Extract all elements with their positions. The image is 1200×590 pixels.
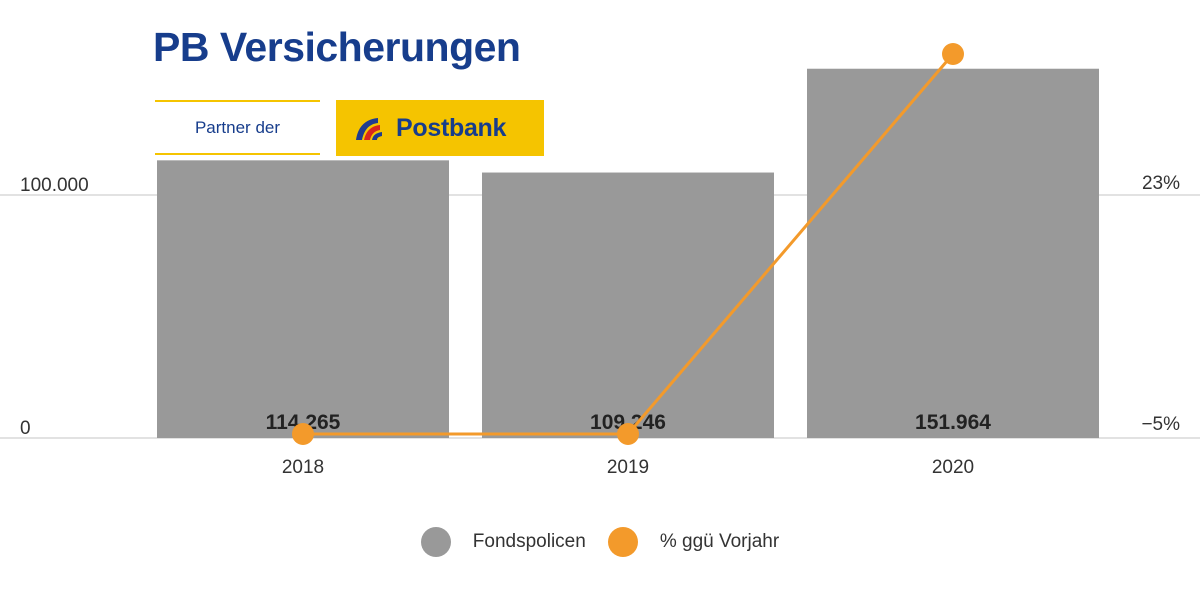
- postbank-label: Postbank: [396, 113, 507, 142]
- bar-value-label: 109.246: [590, 411, 666, 434]
- postbank-badge: Postbank: [336, 100, 544, 156]
- y-right-tick-label: 23%: [1142, 173, 1180, 194]
- axis-labels: 2018 2019 2020 0 100.000 −5% 23%: [20, 173, 1180, 478]
- y-left-tick-label: 0: [20, 418, 31, 439]
- line-series: [292, 43, 964, 445]
- bar-2018: [157, 160, 449, 438]
- bar-value-label: 151.964: [915, 411, 991, 434]
- legend-item-vorjahr: % ggü Vorjahr: [607, 527, 780, 557]
- line-point-2018: [292, 423, 314, 445]
- legend-marker-fondspolicen: [420, 527, 451, 557]
- bar-series: [157, 68, 1099, 438]
- y-left-tick-label: 100.000: [20, 175, 89, 196]
- legend-label-vorjahr: % ggü Vorjahr: [659, 531, 780, 552]
- postbank-logo-icon: [356, 118, 382, 140]
- data-labels: 114.265 109.246 151.964: [266, 411, 992, 434]
- legend-label-fondspolicen: Fondspolicen: [472, 531, 586, 552]
- bar-2019: [482, 172, 774, 438]
- x-tick-label: 2018: [282, 457, 324, 478]
- y-right-tick-label: −5%: [1141, 414, 1180, 435]
- x-tick-label: 2019: [607, 457, 649, 478]
- partner-badge: Partner der: [155, 100, 320, 155]
- bar-value-label: 114.265: [266, 411, 341, 434]
- partner-label: Partner der: [194, 117, 281, 137]
- legend-item-fondspolicen: Fondspolicen: [420, 527, 586, 557]
- line-point-2020: [942, 43, 964, 65]
- chart-legend: Fondspolicen % ggü Vorjahr: [0, 527, 1200, 557]
- brand-title: PB Versicherungen: [153, 24, 521, 70]
- legend-marker-vorjahr: [607, 527, 638, 557]
- bar-2020: [807, 68, 1099, 438]
- x-tick-label: 2020: [932, 457, 974, 478]
- line-point-2019: [617, 423, 639, 445]
